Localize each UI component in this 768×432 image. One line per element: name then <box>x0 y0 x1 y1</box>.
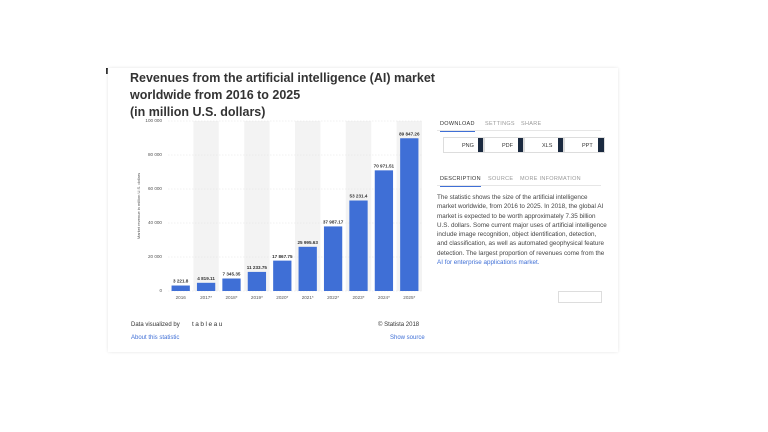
tab[interactable]: SETTINGS <box>485 121 515 127</box>
value-label: 70 971.51 <box>374 164 395 169</box>
value-label: 89 847.26 <box>399 131 420 136</box>
divider <box>437 130 601 131</box>
x-tick-label: 2017* <box>200 295 212 300</box>
info-tab[interactable]: SOURCE <box>488 176 514 182</box>
x-tick-label: 2022* <box>327 295 339 300</box>
value-label: 7 345.35 <box>223 272 241 277</box>
bar <box>400 138 419 291</box>
tab[interactable]: DOWNLOAD <box>440 121 475 132</box>
brand: tableau <box>192 321 224 328</box>
y-tick-label: 0 <box>159 288 162 293</box>
y-tick-label: 60 000 <box>148 186 162 191</box>
y-tick-label: 100 000 <box>145 118 162 123</box>
value-label: 11 233.75 <box>247 265 268 270</box>
source-link[interactable]: Show source <box>390 335 425 341</box>
y-tick-label: 80 000 <box>148 152 162 157</box>
value-label: 25 995.63 <box>297 240 318 245</box>
bar <box>349 200 368 291</box>
bar <box>196 282 216 291</box>
divider <box>437 185 601 186</box>
bar <box>273 260 292 291</box>
bar <box>298 246 317 291</box>
description: The statistic shows the size of the arti… <box>437 193 607 267</box>
value-label: 4 819.11 <box>197 276 215 281</box>
download-button[interactable]: PPT <box>563 137 605 153</box>
download-button[interactable]: XLS <box>523 137 565 153</box>
bar <box>323 226 343 291</box>
bar <box>171 285 190 291</box>
value-label: 37 987.17 <box>323 220 344 225</box>
x-tick-label: 2018* <box>225 295 237 300</box>
download-button[interactable]: PDF <box>483 137 525 153</box>
value-label: 17 867.75 <box>272 254 293 259</box>
title-block: Revenues from the artificial intelligenc… <box>130 70 460 121</box>
x-tick-label: 2020* <box>276 295 288 300</box>
x-tick-label: 2023* <box>352 295 364 300</box>
x-tick-label: 2025* <box>403 295 415 300</box>
bar <box>222 278 241 291</box>
x-tick-label: 2019* <box>251 295 263 300</box>
marker <box>106 68 108 74</box>
bar <box>247 271 267 291</box>
x-tick-label: 2021* <box>302 295 314 300</box>
column-band <box>193 121 219 291</box>
download-button[interactable]: PNG <box>443 137 485 153</box>
bar <box>374 170 394 291</box>
icon-bar <box>558 291 602 303</box>
info-tab[interactable]: DESCRIPTION <box>440 176 481 187</box>
info-tab[interactable]: MORE INFORMATION <box>520 176 581 182</box>
tab[interactable]: SHARE <box>521 121 542 127</box>
x-tick-label: 2016 <box>176 295 187 300</box>
value-label: 53 231.4 <box>350 194 368 199</box>
description-link[interactable]: AI for enterprise applications market. <box>437 259 540 267</box>
y-axis-label: Market revenue in million U.S. dollars <box>136 173 141 239</box>
y-tick-label: 40 000 <box>148 220 162 225</box>
chart-subtitle: (in million U.S. dollars) <box>130 105 266 119</box>
copyright: © Statista 2018 <box>378 322 420 328</box>
value-label: 3 221.8 <box>173 279 189 284</box>
column-band <box>244 121 270 291</box>
about-link[interactable]: About this statistic <box>131 335 180 341</box>
credit: Data visualized by <box>131 322 180 328</box>
chart-title: Revenues from the artificial intelligenc… <box>130 71 435 102</box>
x-tick-label: 2024* <box>378 295 390 300</box>
description-text: The statistic shows the size of the arti… <box>437 194 607 257</box>
y-tick-label: 20 000 <box>148 254 162 259</box>
